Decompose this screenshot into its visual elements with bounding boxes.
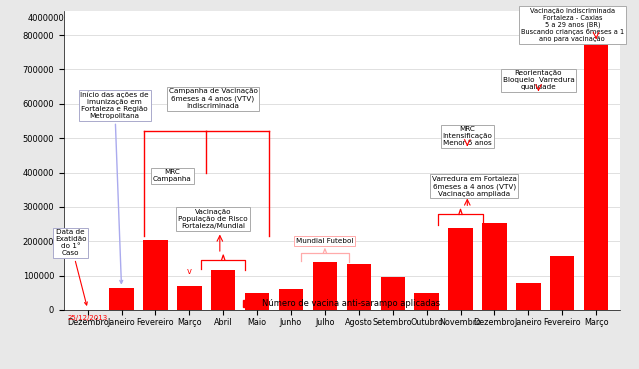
Bar: [380, 277, 405, 310]
Text: Campanha de Vacinação
6meses a 4 anos (VTV)
Indiscriminada: Campanha de Vacinação 6meses a 4 anos (V…: [169, 89, 258, 109]
Text: MRC
Intensificação
Menor 5 anos: MRC Intensificação Menor 5 anos: [442, 127, 492, 146]
Bar: [312, 262, 337, 310]
Bar: [211, 270, 235, 310]
Bar: [279, 289, 304, 310]
Legend: Número de vacina anti-sarampo aplicadas: Número de vacina anti-sarampo aplicadas: [240, 296, 444, 312]
Text: Reorientação
Bloqueio  Varredura
qualidade: Reorientação Bloqueio Varredura qualidad…: [503, 70, 574, 90]
Bar: [550, 256, 574, 310]
Bar: [482, 223, 507, 310]
Bar: [415, 293, 439, 310]
Text: Data de
Exatidão
do 1°
Caso: Data de Exatidão do 1° Caso: [55, 230, 88, 305]
Bar: [245, 293, 269, 310]
Bar: [584, 42, 608, 310]
Text: v: v: [187, 267, 192, 276]
Text: Início das ações de
imunização em
Fortaleza e Região
Metropolitana: Início das ações de imunização em Fortal…: [81, 92, 149, 283]
Bar: [109, 287, 134, 310]
Text: 25/12/2013: 25/12/2013: [68, 315, 108, 321]
Bar: [177, 286, 201, 310]
Text: 4000000: 4000000: [27, 14, 64, 23]
Bar: [516, 283, 541, 310]
Text: Vacinação Indiscriminada
Fortaleza - Caxias
5 a 29 anos (BR)
Buscando crianças 6: Vacinação Indiscriminada Fortaleza - Cax…: [521, 7, 624, 42]
Bar: [143, 239, 167, 310]
Text: Vacinação
População de Risco
Fortaleza/Mundial: Vacinação População de Risco Fortaleza/M…: [178, 209, 248, 229]
Bar: [346, 263, 371, 310]
Text: Varredura em Fortaleza
6meses a 4 anos (VTV)
Vacinação ampliada: Varredura em Fortaleza 6meses a 4 anos (…: [431, 176, 516, 197]
Text: Mundial Futebol: Mundial Futebol: [296, 238, 353, 244]
Bar: [449, 228, 473, 310]
Text: MRC
Campanha: MRC Campanha: [153, 169, 192, 183]
